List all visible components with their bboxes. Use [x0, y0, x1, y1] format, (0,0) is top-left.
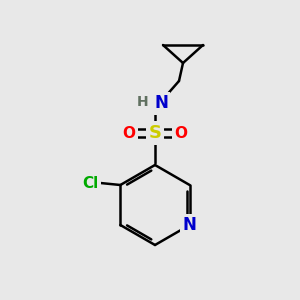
Text: O: O — [175, 125, 188, 140]
Text: N: N — [154, 94, 168, 112]
Text: S: S — [148, 124, 161, 142]
Text: O: O — [122, 125, 136, 140]
Text: Cl: Cl — [82, 176, 98, 190]
Text: N: N — [183, 216, 196, 234]
Text: H: H — [137, 95, 149, 109]
